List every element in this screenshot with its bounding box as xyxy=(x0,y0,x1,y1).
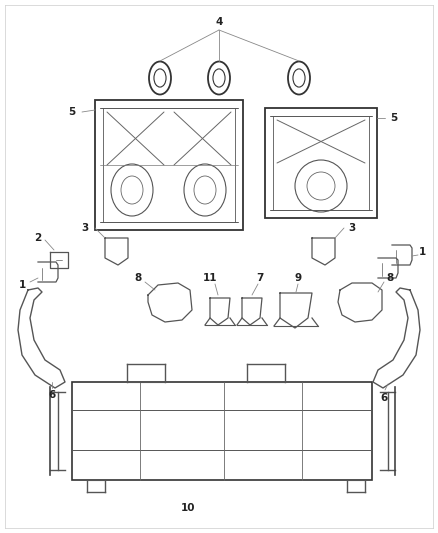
Text: 11: 11 xyxy=(203,273,217,283)
Text: 7: 7 xyxy=(256,273,264,283)
Text: 8: 8 xyxy=(386,273,394,283)
Text: 5: 5 xyxy=(68,107,76,117)
Text: 4: 4 xyxy=(215,17,223,27)
Bar xyxy=(95,100,243,230)
Text: 2: 2 xyxy=(34,233,42,243)
Text: 3: 3 xyxy=(81,223,88,233)
Text: 8: 8 xyxy=(134,273,141,283)
Bar xyxy=(72,382,372,480)
Text: 5: 5 xyxy=(390,113,398,123)
Text: 6: 6 xyxy=(380,393,388,403)
Text: 6: 6 xyxy=(48,390,56,400)
Text: 9: 9 xyxy=(294,273,301,283)
Bar xyxy=(265,108,377,218)
Text: 1: 1 xyxy=(418,247,426,257)
Text: 10: 10 xyxy=(181,503,195,513)
Text: 3: 3 xyxy=(348,223,356,233)
Text: 1: 1 xyxy=(18,280,26,290)
